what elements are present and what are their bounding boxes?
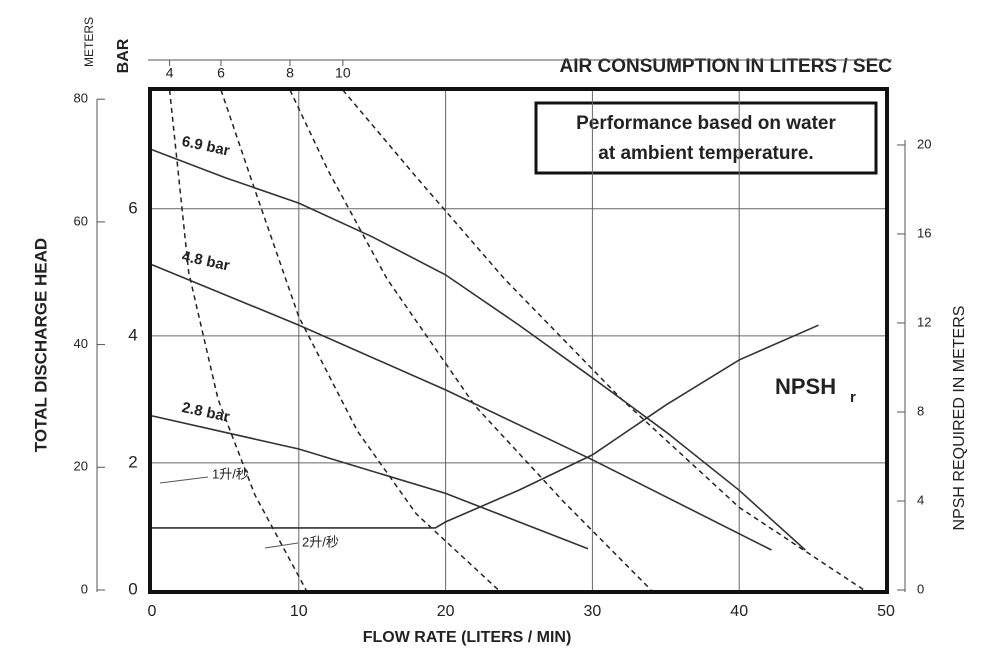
y2-tick-label: 4 [917,492,924,507]
npsh-label: NPSH [775,374,836,399]
x-title: FLOW RATE (LITERS / MIN) [363,629,572,646]
y-tick-label: 4 [128,325,137,344]
y2-tick-label: 20 [917,136,931,151]
y2-tick-label: 8 [917,403,924,418]
y-tick-label: 0 [128,579,137,598]
leader [159,476,209,484]
series-line [151,263,772,551]
air-curve [289,89,652,591]
leader [264,542,299,549]
x-tick-label: 40 [730,603,748,620]
y2-tick-label: 0 [917,581,924,596]
y-tick-label: 6 [128,198,137,217]
y2-title: NPSH REQUIRED IN METERS [951,306,968,531]
x-tick-label: 10 [290,603,308,620]
top-tick-label: 10 [335,65,351,81]
air-curve [168,89,307,591]
x-tick-label: 50 [877,603,895,620]
y2-tick-label: 12 [917,314,931,329]
air-curve [220,89,499,591]
y-tick-label: 2 [128,452,137,471]
series-line [152,324,819,529]
annotation: 2升/秒 [302,534,339,549]
meters-unit: METERS [82,17,96,67]
npsh-subscript: r [850,389,856,406]
meters-tick-label: 0 [81,581,88,596]
series-label: 6.9 bar [180,133,231,160]
y-title: TOTAL DISCHARGE HEAD [31,238,50,452]
x-tick-label: 20 [437,603,455,620]
top-tick-label: 8 [286,65,294,81]
x-tick-label: 0 [148,603,157,620]
note-line: at ambient temperature. [598,143,813,164]
top-tick-label: 4 [166,65,174,81]
series-label: 2.8 bar [180,399,231,426]
top-tick-label: 6 [217,65,225,81]
air-curve [342,89,865,591]
bar-unit: BAR [115,38,132,73]
annotation: 1升/秒 [212,466,249,481]
y2-tick-label: 16 [917,225,931,240]
series-line [151,148,806,551]
note-line: Performance based on water [576,113,836,134]
meters-tick-label: 20 [74,459,88,474]
meters-tick-label: 40 [74,336,88,351]
meters-tick-label: 60 [74,213,88,228]
plot-frame [148,87,889,594]
top-title: AIR CONSUMPTION IN LITERS / SEC [559,56,892,77]
meters-tick-label: 80 [74,91,88,106]
series-line [151,415,589,550]
x-tick-label: 30 [584,603,602,620]
